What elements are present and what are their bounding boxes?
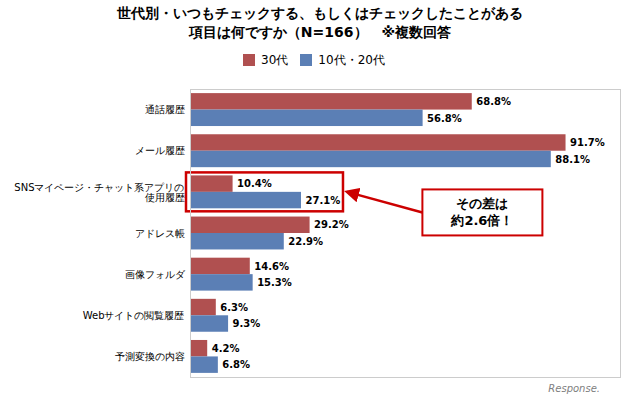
svg-text:メール履歴: メール履歴 xyxy=(135,145,185,156)
svg-text:その差は約2.6倍！: その差は約2.6倍！ xyxy=(450,195,513,227)
html-text:30代: 30代 xyxy=(261,52,289,67)
svg-text:15.3%: 15.3% xyxy=(257,277,292,288)
svg-text:アドレス帳: アドレス帳 xyxy=(135,227,185,238)
svg-text:14.6%: 14.6% xyxy=(254,260,289,271)
svg-text:画像フォルダ: 画像フォルダ xyxy=(125,269,186,280)
svg-text:予測変換の内容: 予測変換の内容 xyxy=(115,351,185,362)
html-text:世代別・いつもチェックする、もしくはチェックしたことがある: 世代別・いつもチェックする、もしくはチェックしたことがある 項目は何ですか（N=… xyxy=(117,5,523,40)
svg-text:通話履歴: 通話履歴 xyxy=(145,104,185,115)
svg-text:Webサイトの閲覧履歴: Webサイトの閲覧履歴 xyxy=(83,310,185,321)
svg-text:10.4%: 10.4% xyxy=(237,178,272,189)
svg-text:68.8%: 68.8% xyxy=(476,96,511,107)
html-text:10代・20代: 10代・20代 xyxy=(318,52,385,67)
svg-text:6.8%: 6.8% xyxy=(222,359,250,370)
svg-text:SNSマイページ・チャット系アプリの使用履歴: SNSマイページ・チャット系アプリの使用履歴 xyxy=(14,181,184,202)
svg-text:27.1%: 27.1% xyxy=(305,195,340,206)
svg-text:56.8%: 56.8% xyxy=(427,112,462,123)
html-text:Response.: Response. xyxy=(548,382,600,394)
svg-text:22.9%: 22.9% xyxy=(288,236,323,247)
svg-text:9.3%: 9.3% xyxy=(233,318,261,329)
svg-text:88.1%: 88.1% xyxy=(555,153,590,164)
svg-text:4.2%: 4.2% xyxy=(212,343,240,354)
svg-text:6.3%: 6.3% xyxy=(220,302,248,313)
svg-text:91.7%: 91.7% xyxy=(570,137,605,148)
svg-text:29.2%: 29.2% xyxy=(314,219,349,230)
